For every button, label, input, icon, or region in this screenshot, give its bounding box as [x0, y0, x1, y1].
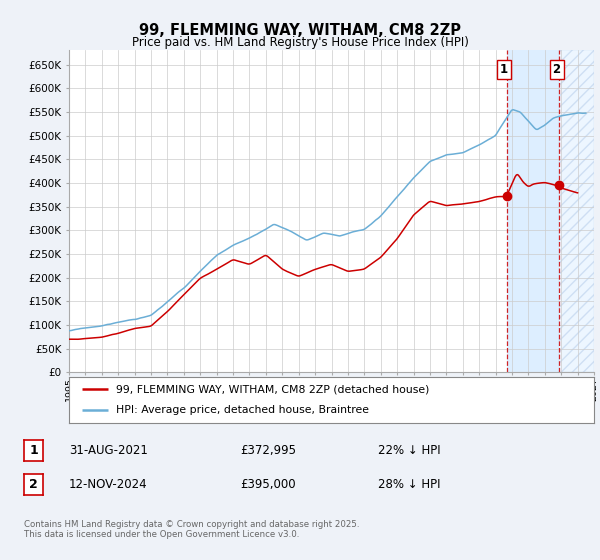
- Text: HPI: Average price, detached house, Braintree: HPI: Average price, detached house, Brai…: [116, 405, 369, 416]
- Text: 2: 2: [553, 63, 560, 76]
- Bar: [506, 50, 559, 372]
- Text: 12-NOV-2024: 12-NOV-2024: [69, 478, 148, 491]
- Text: 99, FLEMMING WAY, WITHAM, CM8 2ZP: 99, FLEMMING WAY, WITHAM, CM8 2ZP: [139, 24, 461, 38]
- Text: Contains HM Land Registry data © Crown copyright and database right 2025.
This d: Contains HM Land Registry data © Crown c…: [24, 520, 359, 539]
- Text: 1: 1: [29, 444, 38, 458]
- Text: 31-AUG-2021: 31-AUG-2021: [69, 444, 148, 458]
- Text: 99, FLEMMING WAY, WITHAM, CM8 2ZP (detached house): 99, FLEMMING WAY, WITHAM, CM8 2ZP (detac…: [116, 384, 430, 394]
- Text: 22% ↓ HPI: 22% ↓ HPI: [378, 444, 440, 458]
- Text: Price paid vs. HM Land Registry's House Price Index (HPI): Price paid vs. HM Land Registry's House …: [131, 36, 469, 49]
- Text: £372,995: £372,995: [240, 444, 296, 458]
- Bar: [559, 50, 594, 372]
- Text: 28% ↓ HPI: 28% ↓ HPI: [378, 478, 440, 491]
- Text: 2: 2: [29, 478, 38, 491]
- Text: 1: 1: [500, 63, 508, 76]
- Text: £395,000: £395,000: [240, 478, 296, 491]
